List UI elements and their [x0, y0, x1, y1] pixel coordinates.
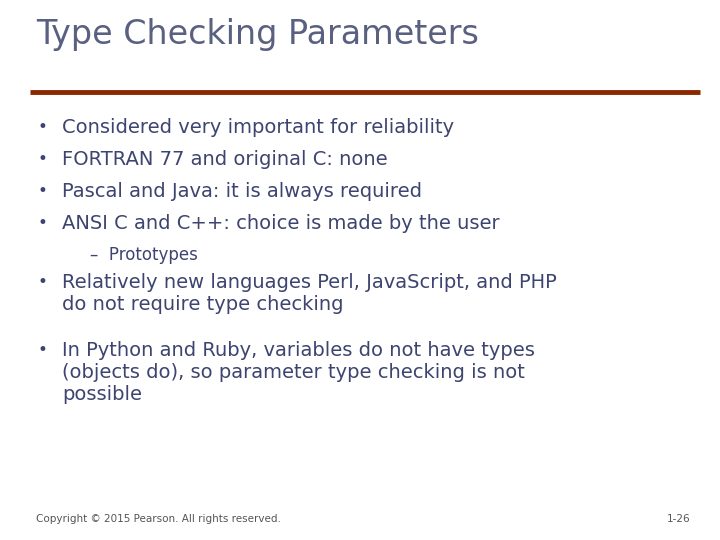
Text: Relatively new languages Perl, JavaScript, and PHP
do not require type checking: Relatively new languages Perl, JavaScrip…: [62, 273, 557, 314]
Text: Type Checking Parameters: Type Checking Parameters: [36, 18, 479, 51]
Text: •: •: [38, 150, 48, 168]
Text: –  Prototypes: – Prototypes: [90, 246, 198, 264]
Text: Copyright © 2015 Pearson. All rights reserved.: Copyright © 2015 Pearson. All rights res…: [36, 514, 281, 524]
Text: •: •: [38, 182, 48, 200]
Text: Pascal and Java: it is always required: Pascal and Java: it is always required: [62, 182, 422, 201]
Text: •: •: [38, 118, 48, 136]
Text: FORTRAN 77 and original C: none: FORTRAN 77 and original C: none: [62, 150, 387, 169]
Text: •: •: [38, 273, 48, 291]
Text: ANSI C and C++: choice is made by the user: ANSI C and C++: choice is made by the us…: [62, 214, 500, 233]
Text: Considered very important for reliability: Considered very important for reliabilit…: [62, 118, 454, 137]
Text: •: •: [38, 341, 48, 359]
Text: 1-26: 1-26: [667, 514, 690, 524]
Text: •: •: [38, 214, 48, 232]
Text: In Python and Ruby, variables do not have types
(objects do), so parameter type : In Python and Ruby, variables do not hav…: [62, 341, 535, 404]
